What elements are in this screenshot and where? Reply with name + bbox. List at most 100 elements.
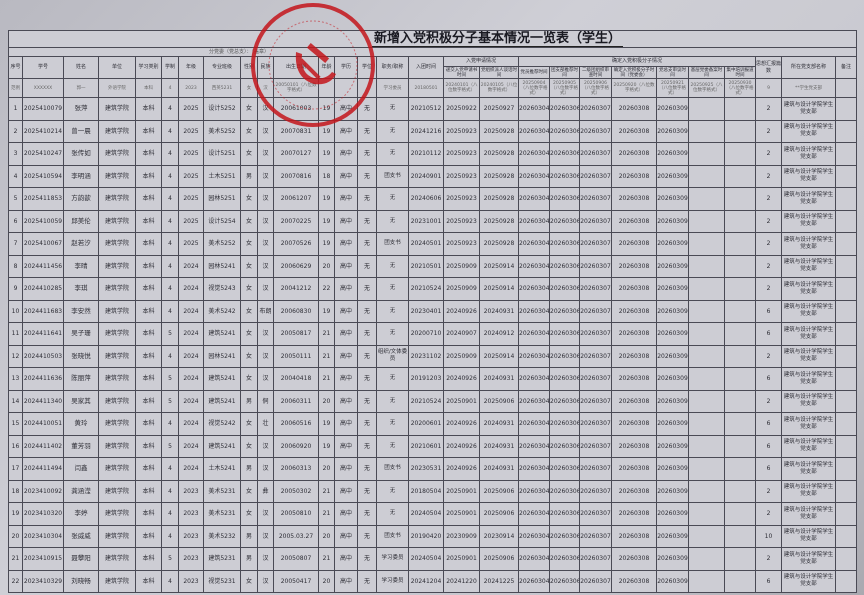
cell-years: 4 [161, 97, 179, 121]
cell-post: 学习委员 [376, 569, 409, 593]
cell-name: 黄玲 [63, 412, 99, 436]
cell-branch-review-date: 20260309 [656, 209, 689, 233]
cell-seq: 范例 [8, 78, 23, 98]
cell-unit: 建筑学院 [98, 187, 136, 211]
cell-member-recommend-date: 20260304 [518, 524, 550, 548]
cell-years: 4 [161, 412, 179, 436]
cell-birth-date: 20050817 [273, 322, 319, 346]
cell-student-id: 2023410320 [22, 502, 64, 526]
cell-league-date: 20210524 [408, 389, 444, 413]
cell-league-recommend-date: 20260306 [549, 389, 580, 413]
cell-student-id: 2024410503 [22, 344, 64, 368]
cell-class: 园林5241 [203, 254, 241, 278]
cell-member-recommend-date: 20260304 [518, 254, 550, 278]
cell-grade: 2024 [178, 254, 204, 278]
cell-student-id: 2024411494 [22, 457, 64, 481]
table-row: 18 2023410092 龚涵滢 建筑学院 本科 4 2023 美术5231 女彝 200503… [8, 479, 858, 503]
cell-study-type: 本科 [135, 97, 162, 121]
cell-training-date [724, 164, 756, 188]
cell-apply-date: 20250901 [443, 547, 480, 571]
table-row: 19 2023410320 李婷 建筑学院 本科 4 2023 美术5231 女汉 2005081… [8, 502, 858, 526]
cell-review-date: 20260307 [579, 434, 612, 458]
cell-class: 设计5254 [203, 209, 241, 233]
cell-member-recommend-date: 20260304 [518, 367, 550, 391]
header-degree: 学位 [357, 56, 377, 79]
cell-training-date: 20250930（八位数字格式） [724, 78, 756, 98]
cell-unit: 外语学院 [98, 78, 136, 98]
cell-filing-date [688, 187, 725, 211]
cell-education: 高中 [334, 479, 358, 503]
cell-apply-date: 20250901 [443, 479, 480, 503]
cell-grade: 2025 [178, 164, 204, 188]
cell-post: 学习委员 [376, 547, 409, 571]
table-row: 20 2023410304 张威威 建筑学院 本科 4 2023 美术5232 男汉 2005.0… [8, 524, 858, 548]
cell-seq: 20 [8, 524, 23, 548]
cell-training-date [724, 389, 756, 413]
cell-confirm-date: 20260308 [611, 479, 657, 503]
cell-age: 19 [318, 434, 335, 458]
cell-member-recommend-date: 20260304 [518, 119, 550, 143]
cell-league-recommend-date: 20260306 [549, 142, 580, 166]
table-row: 4 2025410594 李明涵 建筑学院 本科 4 2025 土木5251 男汉 2007081… [8, 164, 858, 188]
cell-post: 团支书 [376, 524, 409, 548]
cell-post: 团支书 [376, 164, 409, 188]
cell-party-branch: 建筑与设计学院学生党支部 [781, 187, 836, 211]
cell-training-date [724, 142, 756, 166]
header-study-type: 学习类别 [135, 56, 162, 79]
header-birth: 出生日期 [273, 56, 319, 79]
cell-education: 高中 [334, 299, 358, 323]
cell-degree: 无 [357, 299, 377, 323]
cell-study-type: 本科 [135, 187, 162, 211]
cell-ethnicity: 汉 [257, 277, 274, 301]
cell-filing-date [688, 569, 725, 593]
cell-party-branch: 建筑与设计学院学生党支部 [781, 569, 836, 593]
cell-talk-date: 20250914 [479, 344, 519, 368]
cell-name: 闫鑫 [63, 457, 99, 481]
cell-league-date: 20190420 [408, 524, 444, 548]
cell-birth-date: 20060629 [273, 254, 319, 278]
cell-birth-date: 20050810 [273, 502, 319, 526]
cell-class: 美术5242 [203, 299, 241, 323]
cell-branch-review-date: 20260309 [656, 254, 689, 278]
cell-confirm-date: 20260308 [611, 119, 657, 143]
cell-education: 高中 [334, 164, 358, 188]
cell-filing-date [688, 434, 725, 458]
cell-degree: 无 [357, 119, 377, 143]
cell-education: 高中 [334, 367, 358, 391]
cell-remark [834, 277, 858, 301]
header-branch: 所在党支部名称 [781, 56, 836, 79]
cell-post: 无 [376, 389, 409, 413]
cell-remark [834, 97, 858, 121]
cell-seq: 3 [8, 142, 23, 166]
cell-ethnicity: 汉 [257, 502, 274, 526]
cell-grade: 2024 [178, 299, 204, 323]
cell-student-id: 2025410247 [22, 142, 64, 166]
cell-filing-date [688, 164, 725, 188]
cell-league-date: 20180501 [408, 78, 444, 98]
cell-apply-date: 20240926 [443, 412, 480, 436]
cell-age: 19 [318, 299, 335, 323]
cell-post: 无 [376, 277, 409, 301]
cell-party-branch: 建筑与设计学院学生党支部 [781, 97, 836, 121]
cell-education: 高中 [334, 457, 358, 481]
cell-age: 19 [318, 97, 335, 121]
cell-member-recommend-date: 20260304 [518, 232, 550, 256]
cell-training-date [724, 434, 756, 458]
cell-years: 4 [161, 277, 179, 301]
header-ethnicity: 民族 [257, 56, 274, 79]
cell-remark [834, 389, 858, 413]
cell-remark [834, 524, 858, 548]
cell-seq: 1 [8, 97, 23, 121]
cell-study-type: 本科 [135, 299, 162, 323]
cell-report-count: 2 [755, 164, 782, 188]
cell-years: 5 [161, 367, 179, 391]
cell-birth-date: 2005.03.27 [273, 524, 319, 548]
table-title: 新增入党积极分子基本情况一览表（学生） [372, 31, 624, 47]
cell-class: 园林5241 [203, 344, 241, 368]
cell-league-recommend-date: 20260306 [549, 97, 580, 121]
cell-ethnicity: 汉 [257, 97, 274, 121]
cell-post: 无 [376, 322, 409, 346]
cell-name: 吴子珊 [63, 322, 99, 346]
cell-member-recommend-date: 20260304 [518, 434, 550, 458]
cell-confirm-date: 20260308 [611, 299, 657, 323]
